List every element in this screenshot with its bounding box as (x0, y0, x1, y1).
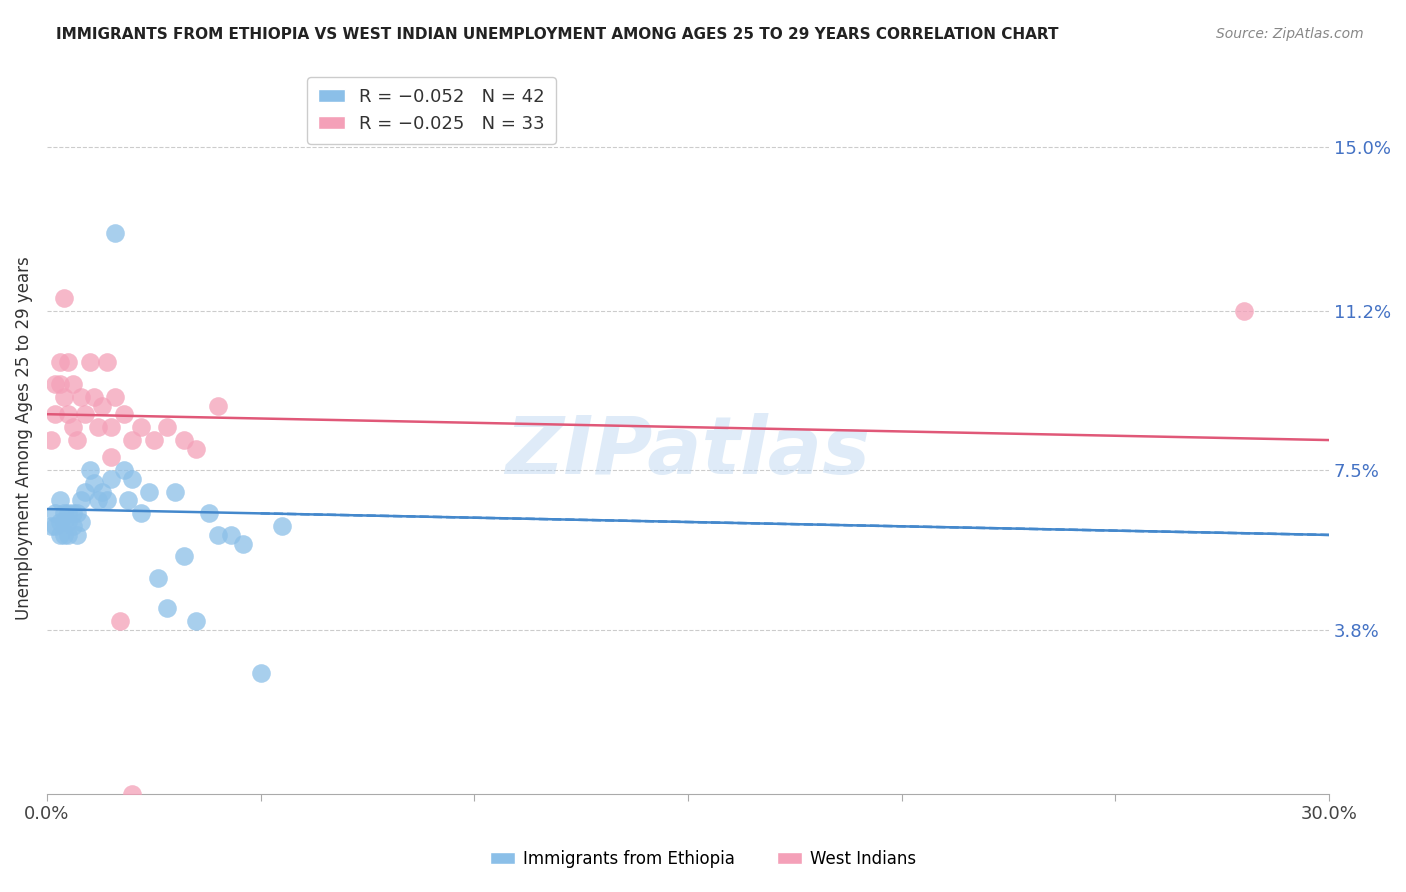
Point (58, 515, 80, 529)
Point (53, 507, 76, 521)
Point (91, 484, 114, 499)
Point (48, 377, 70, 392)
Point (79, 463, 101, 477)
Point (79, 355, 101, 369)
Point (48, 515, 70, 529)
Point (62, 377, 84, 392)
Point (112, 463, 135, 477)
Point (146, 571, 169, 585)
Point (62, 519, 84, 533)
Point (53, 528, 76, 542)
Y-axis label: Unemployment Among Ages 25 to 29 years: Unemployment Among Ages 25 to 29 years (15, 256, 32, 620)
Point (87, 420, 110, 434)
Legend: Immigrants from Ethiopia, West Indians: Immigrants from Ethiopia, West Indians (484, 844, 922, 875)
Point (58, 355, 80, 369)
Point (100, 472, 122, 486)
Point (129, 507, 152, 521)
Point (91, 399, 114, 413)
Point (39, 433, 62, 447)
Point (121, 472, 143, 486)
Point (104, 226, 127, 240)
Point (62, 420, 84, 434)
Point (219, 528, 242, 542)
Point (112, 407, 135, 421)
Point (66, 528, 89, 542)
Point (186, 442, 208, 456)
Point (70, 390, 93, 404)
Point (70, 515, 93, 529)
Point (83, 390, 105, 404)
Point (232, 536, 254, 550)
Point (39, 519, 62, 533)
Point (58, 528, 80, 542)
Point (129, 420, 152, 434)
Point (58, 507, 80, 521)
Point (155, 601, 177, 615)
Point (44, 507, 66, 521)
Point (87, 493, 110, 508)
Point (117, 493, 139, 508)
Point (173, 433, 195, 447)
Point (53, 291, 76, 305)
Point (70, 493, 93, 508)
Point (44, 377, 66, 392)
Point (104, 390, 127, 404)
Point (186, 614, 208, 628)
Point (96, 493, 118, 508)
Point (138, 484, 160, 499)
Text: Source: ZipAtlas.com: Source: ZipAtlas.com (1216, 27, 1364, 41)
Point (165, 484, 187, 499)
Point (53, 515, 76, 529)
Point (142, 433, 165, 447)
Point (96, 355, 118, 369)
Point (249, 665, 271, 680)
Point (121, 433, 143, 447)
Point (44, 519, 66, 533)
Point (66, 433, 89, 447)
Point (207, 528, 229, 542)
Point (53, 390, 76, 404)
Point (100, 420, 122, 434)
Point (48, 528, 70, 542)
Point (108, 614, 131, 628)
Point (121, 787, 143, 801)
Point (271, 519, 294, 533)
Text: IMMIGRANTS FROM ETHIOPIA VS WEST INDIAN UNEMPLOYMENT AMONG AGES 25 TO 29 YEARS C: IMMIGRANTS FROM ETHIOPIA VS WEST INDIAN … (56, 27, 1059, 42)
Text: ZIPatlas: ZIPatlas (505, 413, 870, 491)
Point (48, 355, 70, 369)
Point (75, 407, 97, 421)
Point (75, 484, 97, 499)
Point (62, 507, 84, 521)
Point (207, 399, 229, 413)
Point (198, 507, 221, 521)
Point (173, 549, 195, 564)
Legend: R = −0.052   N = 42, R = −0.025   N = 33: R = −0.052 N = 42, R = −0.025 N = 33 (307, 77, 555, 144)
Point (100, 450, 122, 465)
Point (48, 493, 70, 508)
Point (83, 476, 105, 491)
Point (66, 507, 89, 521)
Point (44, 407, 66, 421)
Point (58, 407, 80, 421)
Point (155, 420, 177, 434)
Point (1232, 303, 1254, 318)
